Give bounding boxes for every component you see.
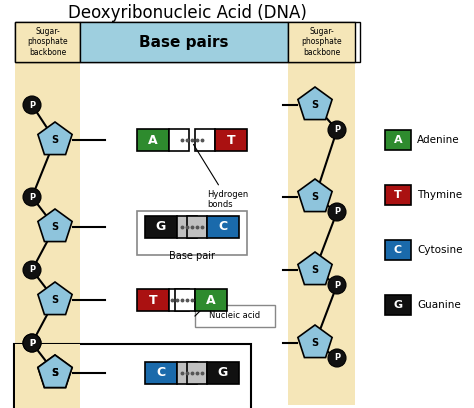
Text: P: P (29, 339, 35, 348)
Text: G: G (218, 366, 228, 379)
Text: S: S (311, 338, 319, 348)
Text: Deoxyribonucleic Acid (DNA): Deoxyribonucleic Acid (DNA) (68, 4, 307, 22)
Text: G: G (156, 220, 166, 233)
FancyBboxPatch shape (385, 295, 411, 315)
Polygon shape (38, 355, 72, 388)
Circle shape (328, 349, 346, 367)
Text: T: T (227, 133, 235, 146)
Text: Sugar-
phosphate
backbone: Sugar- phosphate backbone (27, 27, 68, 57)
Text: Sugar-
phosphate
backbone: Sugar- phosphate backbone (301, 27, 342, 57)
FancyBboxPatch shape (145, 216, 177, 238)
Text: Thymine: Thymine (417, 190, 462, 200)
Circle shape (328, 203, 346, 221)
FancyBboxPatch shape (177, 216, 197, 238)
FancyBboxPatch shape (15, 22, 360, 62)
Text: Base pairs: Base pairs (139, 35, 229, 49)
Circle shape (23, 334, 41, 352)
FancyBboxPatch shape (15, 344, 80, 408)
FancyBboxPatch shape (137, 211, 247, 255)
Polygon shape (298, 179, 332, 212)
FancyBboxPatch shape (187, 216, 207, 238)
Text: S: S (52, 295, 59, 305)
Text: Guanine: Guanine (417, 300, 461, 310)
FancyBboxPatch shape (14, 344, 251, 408)
FancyBboxPatch shape (80, 22, 288, 62)
Text: A: A (148, 133, 158, 146)
Circle shape (23, 334, 41, 352)
Text: P: P (334, 126, 340, 135)
FancyBboxPatch shape (15, 22, 80, 62)
Text: S: S (52, 222, 59, 232)
Polygon shape (38, 122, 72, 155)
FancyBboxPatch shape (385, 185, 411, 205)
FancyBboxPatch shape (177, 362, 197, 384)
FancyBboxPatch shape (215, 129, 247, 151)
FancyBboxPatch shape (385, 240, 411, 260)
FancyBboxPatch shape (207, 216, 239, 238)
Text: T: T (149, 293, 157, 306)
FancyBboxPatch shape (187, 362, 207, 384)
Text: A: A (394, 135, 402, 145)
Circle shape (23, 188, 41, 206)
Text: S: S (311, 192, 319, 202)
FancyBboxPatch shape (169, 289, 189, 311)
FancyBboxPatch shape (15, 62, 80, 405)
FancyBboxPatch shape (175, 289, 195, 311)
Text: P: P (29, 266, 35, 275)
Polygon shape (298, 87, 332, 120)
FancyBboxPatch shape (195, 129, 215, 151)
Circle shape (328, 121, 346, 139)
Polygon shape (38, 282, 72, 315)
Text: S: S (311, 100, 319, 110)
Circle shape (328, 276, 346, 294)
FancyBboxPatch shape (137, 289, 169, 311)
Text: T: T (394, 190, 402, 200)
Text: Base pair: Base pair (169, 251, 215, 261)
Circle shape (23, 261, 41, 279)
Text: G: G (393, 300, 402, 310)
Text: C: C (394, 245, 402, 255)
FancyBboxPatch shape (288, 62, 355, 405)
FancyBboxPatch shape (195, 289, 227, 311)
Text: A: A (206, 293, 216, 306)
FancyBboxPatch shape (169, 129, 189, 151)
FancyBboxPatch shape (145, 362, 177, 384)
Text: S: S (52, 368, 59, 378)
Polygon shape (38, 209, 72, 242)
Polygon shape (38, 355, 72, 388)
Text: P: P (29, 339, 35, 348)
FancyBboxPatch shape (137, 129, 169, 151)
Text: S: S (311, 265, 319, 275)
Text: P: P (334, 353, 340, 362)
FancyBboxPatch shape (288, 22, 355, 62)
Text: Nucleic acid: Nucleic acid (210, 311, 261, 321)
FancyBboxPatch shape (207, 362, 239, 384)
Text: Adenine: Adenine (417, 135, 460, 145)
Text: P: P (334, 281, 340, 290)
Text: P: P (334, 208, 340, 217)
Text: Cytosine: Cytosine (417, 245, 463, 255)
Polygon shape (298, 252, 332, 284)
Text: S: S (52, 135, 59, 145)
Polygon shape (298, 325, 332, 357)
FancyBboxPatch shape (385, 130, 411, 150)
Text: Hydrogen
bonds: Hydrogen bonds (193, 144, 248, 209)
Text: C: C (156, 366, 165, 379)
Text: P: P (29, 193, 35, 202)
FancyBboxPatch shape (195, 305, 275, 327)
Text: S: S (52, 368, 59, 378)
Text: P: P (29, 100, 35, 109)
Circle shape (23, 96, 41, 114)
Text: C: C (219, 220, 228, 233)
